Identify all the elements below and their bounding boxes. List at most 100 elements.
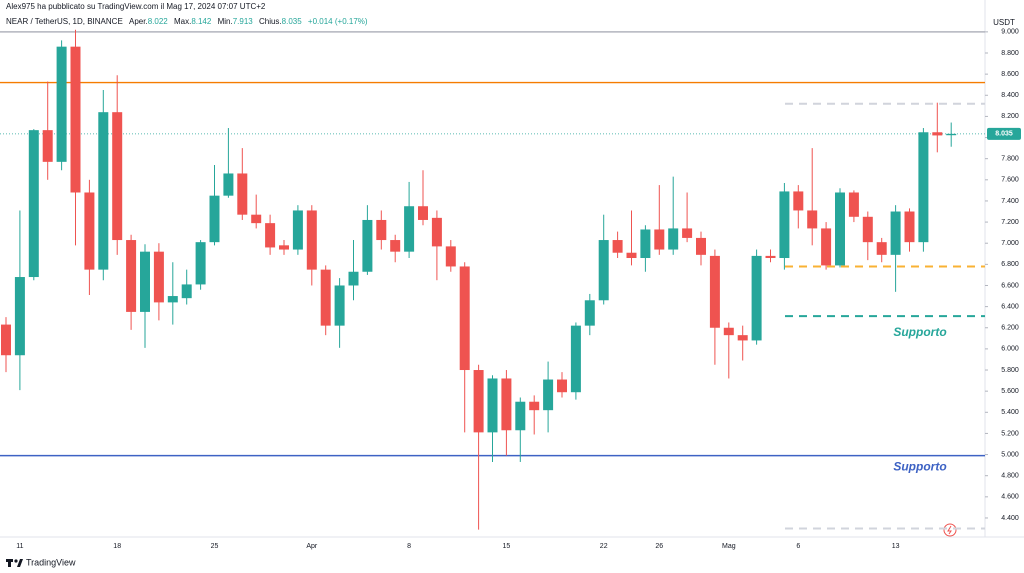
y-tick-label: 6.400	[1001, 303, 1019, 310]
annotation: Supporto	[893, 325, 946, 339]
y-tick-label: 4.800	[1001, 473, 1019, 480]
x-tick-label: 25	[211, 543, 219, 550]
y-tick-label: 6.800	[1001, 261, 1019, 268]
candle-body	[501, 378, 512, 431]
publisher: Alex975 ha pubblicato su TradingView.com…	[6, 2, 266, 11]
candle-body	[167, 296, 178, 303]
y-tick-label: 6.200	[1001, 325, 1019, 332]
x-tick-label: Mag	[722, 543, 736, 550]
candle-body	[98, 112, 109, 270]
y-tick-label: 5.400	[1001, 409, 1019, 416]
candle-body	[612, 240, 623, 253]
candle-body	[223, 173, 234, 196]
currency: USDT	[993, 18, 1015, 27]
candle-body	[28, 130, 39, 278]
last-price-tag	[987, 127, 1021, 140]
candle-body	[70, 46, 81, 193]
y-tick-label: 5.800	[1001, 367, 1019, 374]
candle-body	[279, 245, 289, 250]
x-tick-label: 8	[407, 543, 411, 550]
x-tick-label: Apr	[306, 543, 318, 550]
close: 8.035	[281, 17, 302, 26]
candle-body	[848, 192, 859, 217]
candle-body	[112, 112, 123, 241]
candle-body	[306, 210, 317, 270]
candle-body	[418, 206, 428, 220]
candle-body	[42, 130, 53, 162]
candle-body	[251, 214, 262, 224]
brand-logo	[6, 559, 23, 567]
candle-body	[584, 300, 595, 326]
candle-body	[445, 246, 456, 267]
candle-body	[376, 219, 387, 241]
candle-body	[821, 228, 832, 266]
y-tick-label: 5.200	[1001, 430, 1019, 437]
candle-body	[640, 229, 651, 259]
candle-body	[237, 173, 248, 215]
brand: TradingView	[26, 557, 76, 567]
x-tick-label: 22	[600, 543, 608, 550]
candle-body	[431, 217, 442, 247]
candle-body	[779, 191, 790, 259]
candle-body	[334, 285, 345, 326]
x-tick-label: 26	[655, 543, 663, 550]
x-tick-label: 11	[16, 543, 23, 550]
candle-body	[487, 378, 498, 433]
candle-body	[195, 242, 206, 285]
candle-body	[876, 242, 887, 255]
candle-body	[292, 210, 303, 250]
candle-body	[459, 266, 470, 371]
y-tick-label: 8.200	[1001, 113, 1019, 120]
y-tick-label: 5.600	[1001, 388, 1019, 395]
candle-body	[793, 191, 804, 211]
x-tick-label: 13	[892, 543, 900, 550]
candle-body	[473, 370, 484, 433]
candle-body	[348, 271, 359, 286]
x-tick-label: 15	[503, 543, 511, 550]
last-price-label: 8.035	[995, 131, 1013, 138]
candle-body	[668, 228, 679, 250]
close-label: Chius.	[258, 17, 282, 26]
candle-body	[626, 252, 637, 259]
candle-body	[890, 211, 901, 255]
change: +0.014	[307, 17, 333, 26]
candle-body	[56, 46, 67, 162]
candle-body	[362, 219, 373, 272]
symbol: NEAR / TetherUS, 1D, BINANCE	[6, 17, 123, 26]
candle-body	[14, 277, 25, 356]
candle-body	[807, 210, 818, 229]
y-tick-label: 8.800	[1001, 50, 1019, 57]
candle-body	[1, 324, 11, 356]
open-label: Aper.	[129, 17, 148, 26]
y-tick-label: 7.800	[1001, 156, 1019, 163]
annotation: Supporto	[893, 459, 946, 473]
y-tick-label: 7.000	[1001, 240, 1019, 247]
x-tick-label: 18	[113, 543, 121, 550]
y-tick-label: 4.600	[1001, 494, 1019, 501]
y-tick-label: 9.000	[1001, 29, 1019, 36]
y-tick-label: 5.000	[1001, 451, 1019, 458]
candle-body	[209, 195, 220, 243]
candle-body	[835, 192, 845, 266]
candle-body	[696, 237, 706, 255]
y-tick-label: 7.400	[1001, 198, 1019, 205]
candle-body	[654, 229, 665, 250]
candle-body	[153, 251, 164, 303]
low-label: Min.	[217, 17, 233, 26]
change-pct: (+0.17%)	[334, 17, 368, 26]
x-tick-label: 6	[796, 543, 800, 550]
y-tick-label: 6.000	[1001, 346, 1019, 353]
candle-body	[140, 251, 150, 312]
candle-body	[390, 240, 401, 252]
candle-body	[570, 325, 581, 393]
candle-body	[404, 206, 415, 252]
candle-body	[598, 240, 609, 301]
low: 7.913	[232, 17, 253, 26]
candle-body	[932, 132, 943, 136]
legend: NEAR / TetherUS, 1D, BINANCE Aper.8.022 …	[6, 17, 368, 26]
high-label: Max.	[173, 17, 192, 26]
candle-body	[84, 192, 95, 270]
event-icon[interactable]	[943, 523, 957, 537]
candle-body	[737, 335, 748, 341]
